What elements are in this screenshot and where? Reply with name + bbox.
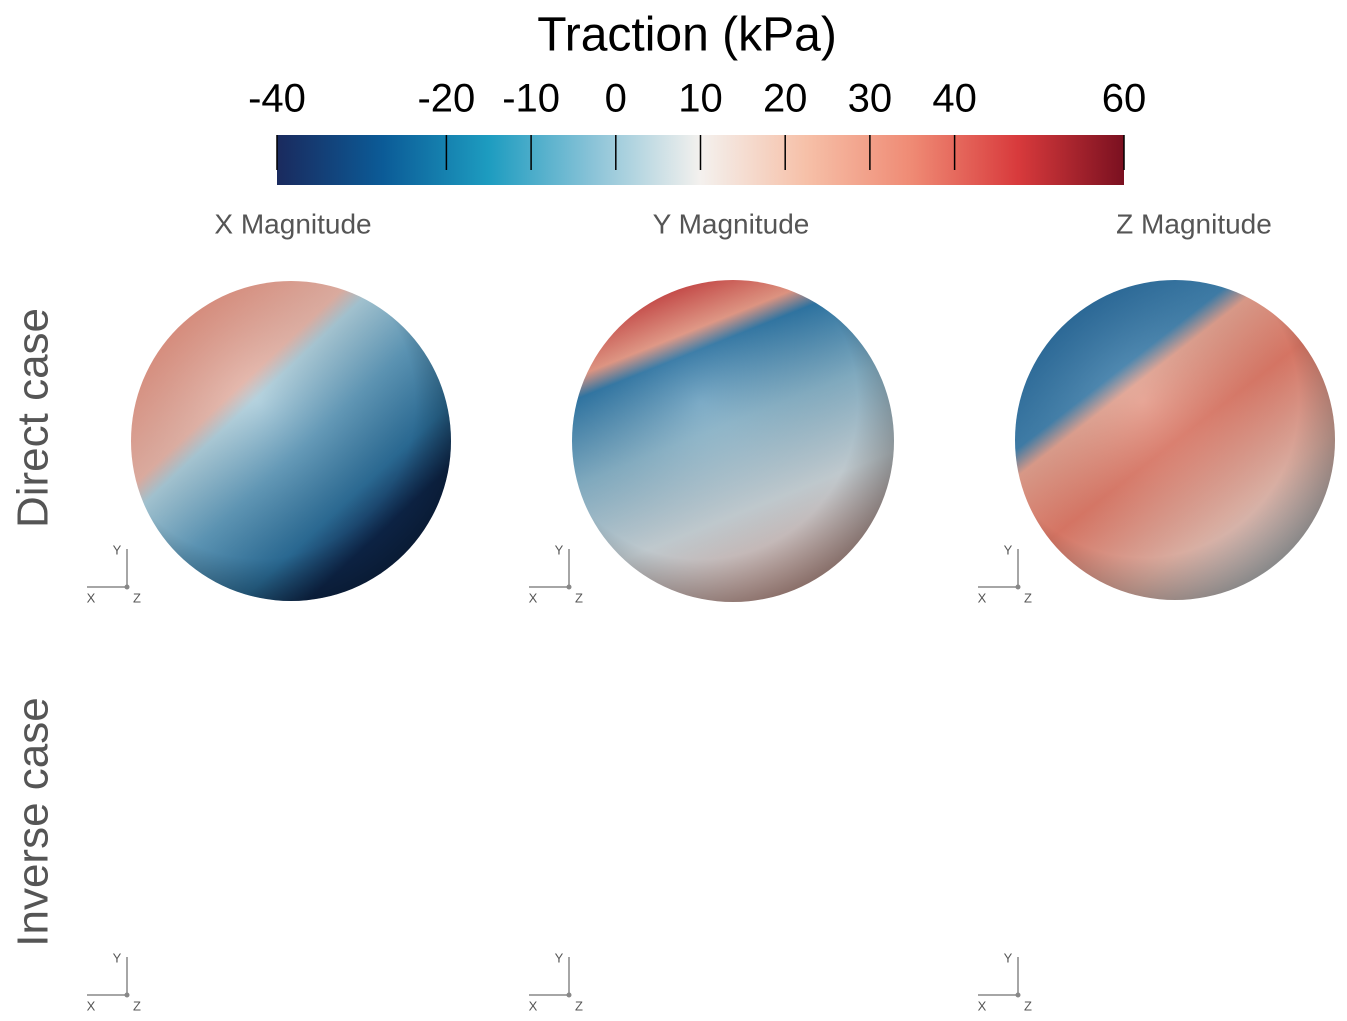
axis-label: Z	[133, 998, 141, 1013]
axis-origin	[1016, 993, 1021, 998]
axes-triad: Y X Z	[529, 950, 583, 1013]
axes-triad: Y X Z	[87, 542, 141, 605]
axis-label: Z	[133, 590, 141, 605]
axes-triad: Y X Z	[978, 950, 1032, 1013]
axes-triad: Y X Z	[978, 542, 1032, 605]
axis-label: Y	[555, 950, 564, 965]
column-title: X Magnitude	[214, 208, 371, 239]
axis-label: Y	[113, 542, 122, 557]
colorbar-tick-label: 30	[848, 77, 893, 121]
axis-origin	[125, 993, 130, 998]
axis-origin	[125, 585, 130, 590]
axis-label: X	[978, 590, 987, 605]
axis-label: X	[978, 998, 987, 1013]
colorbar-tick-label: 20	[763, 77, 808, 121]
axis-label: X	[87, 998, 96, 1013]
axis-label: Y	[1004, 542, 1013, 557]
figure: Traction (kPa) -40 -20 -10 0 10 20 30 40 60 X Ma…	[0, 0, 1347, 1016]
colorbar-tick-label: -40	[248, 77, 306, 121]
colorbar-tick-label: -20	[417, 77, 475, 121]
axis-origin	[567, 993, 572, 998]
row-title: Direct case	[9, 308, 58, 528]
colorbar-tick-label: 60	[1102, 77, 1147, 121]
colorbar-title: Traction (kPa)	[537, 9, 837, 62]
colorbar-tick-label: -10	[502, 77, 560, 121]
axis-label: Z	[575, 590, 583, 605]
axis-label: X	[87, 590, 96, 605]
axis-label: X	[529, 590, 538, 605]
axes-triad: Y X Z	[529, 542, 583, 605]
column-title: Z Magnitude	[1116, 208, 1272, 239]
column-title: Y Magnitude	[653, 208, 810, 239]
row-title: Inverse case	[9, 697, 58, 946]
axis-label: Z	[575, 998, 583, 1013]
axis-label: X	[529, 998, 538, 1013]
axis-label: Z	[1024, 998, 1032, 1013]
axis-label: Y	[1004, 950, 1013, 965]
axes-triad: Y X Z	[87, 950, 141, 1013]
axis-label: Y	[113, 950, 122, 965]
colorbar-tick-label: 40	[932, 77, 977, 121]
axis-label: Z	[1024, 590, 1032, 605]
colorbar-tick-label: 10	[678, 77, 723, 121]
axis-origin	[1016, 585, 1021, 590]
colorbar-tick-label: 0	[605, 77, 627, 121]
axis-label: Y	[555, 542, 564, 557]
axis-origin	[567, 585, 572, 590]
